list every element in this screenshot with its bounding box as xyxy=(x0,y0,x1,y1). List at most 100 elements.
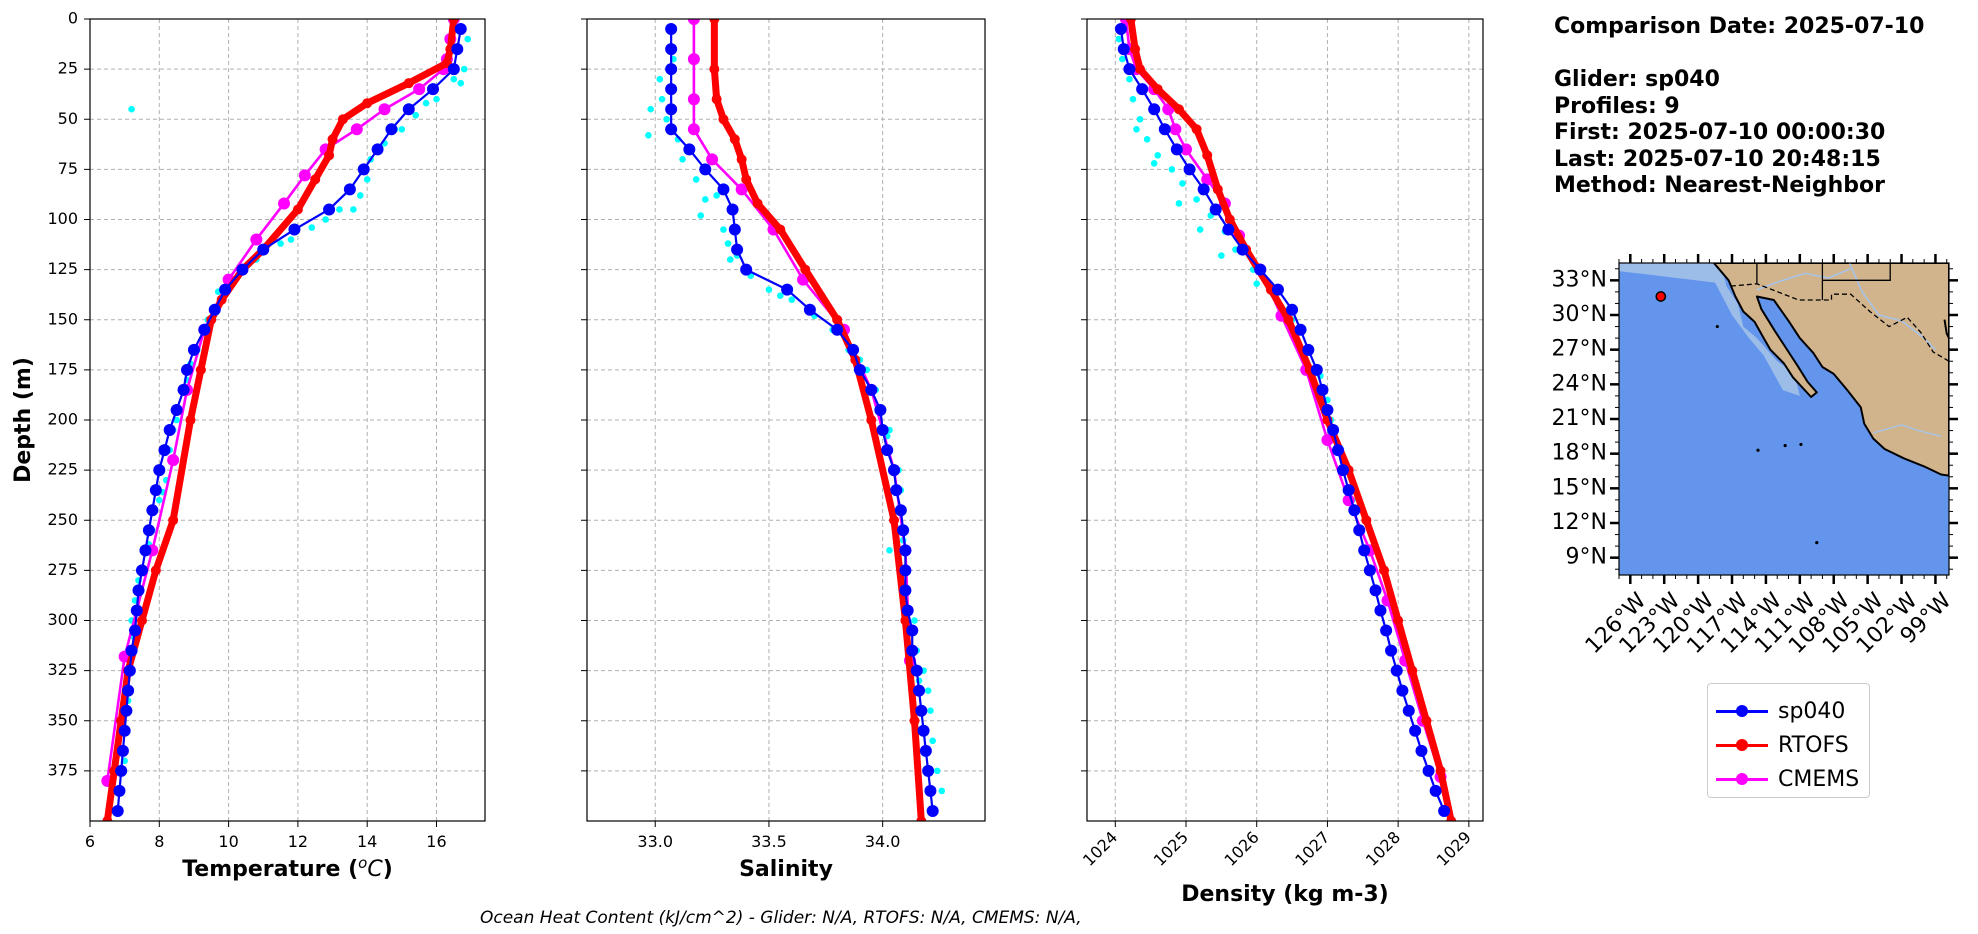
data-point-sp040 xyxy=(1422,764,1435,777)
x-axis-label: Density (kg m-3) xyxy=(1181,882,1389,907)
data-point-rtofs xyxy=(195,364,206,375)
data-point-rtofs xyxy=(889,515,900,526)
raw-data-point xyxy=(1133,125,1140,133)
last-time: Last: 2025-07-10 20:48:15 xyxy=(1554,146,1881,172)
data-point-rtofs xyxy=(362,98,373,109)
raw-data-point xyxy=(336,206,343,213)
data-point-sp040 xyxy=(1310,363,1323,376)
state-border xyxy=(1822,263,1891,281)
data-point-rtofs xyxy=(718,114,729,125)
data-point-sp040 xyxy=(906,624,919,637)
map-lat-label: 12°N xyxy=(1552,510,1607,535)
data-point-sp040 xyxy=(123,664,136,677)
y-tick-label: 0 xyxy=(68,9,78,28)
data-point-sp040 xyxy=(874,403,887,416)
island xyxy=(1815,541,1819,545)
data-point-sp040 xyxy=(1358,544,1371,557)
data-point-sp040 xyxy=(111,804,124,817)
plot-area xyxy=(645,19,946,821)
raw-data-point xyxy=(663,115,670,123)
data-point-sp040 xyxy=(1286,303,1299,316)
data-point-sp040 xyxy=(122,684,135,697)
data-point-sp040 xyxy=(1236,243,1249,256)
data-point-sp040 xyxy=(177,383,190,396)
data-point-rtofs xyxy=(1446,816,1457,821)
data-point-rtofs xyxy=(150,565,161,576)
data-point-sp040 xyxy=(1136,83,1149,96)
raw-data-point xyxy=(720,226,727,233)
data-point-cmems xyxy=(1169,123,1182,136)
data-point-sp040 xyxy=(357,163,370,176)
data-point-sp040 xyxy=(1209,203,1222,216)
river xyxy=(1756,268,1852,291)
data-point-rtofs xyxy=(116,715,127,726)
raw-data-point xyxy=(777,292,784,299)
data-point-rtofs xyxy=(292,204,303,215)
raw-data-point xyxy=(692,176,700,183)
data-point-rtofs xyxy=(1152,84,1163,95)
raw-data-point xyxy=(938,787,946,795)
series-line-rtofs xyxy=(1127,19,1455,821)
x-tick-label: 1024 xyxy=(1079,828,1121,870)
raw-data-point xyxy=(1218,252,1225,259)
raw-data-point xyxy=(322,216,329,223)
raw-data-point xyxy=(697,212,705,219)
data-point-sp040 xyxy=(130,604,143,617)
data-point-sp040 xyxy=(1402,704,1415,717)
data-point-sp040 xyxy=(865,383,878,396)
data-point-sp040 xyxy=(288,223,301,236)
axes-frame xyxy=(1086,18,1484,822)
data-point-rtofs xyxy=(1361,515,1372,526)
data-point-sp040 xyxy=(1353,524,1366,537)
data-point-rtofs xyxy=(1224,214,1235,225)
raw-data-point xyxy=(765,286,773,293)
data-point-sp040 xyxy=(129,624,142,637)
y-tick-label: 150 xyxy=(47,309,78,328)
raw-data-point xyxy=(173,416,180,424)
series-line-sp040 xyxy=(116,28,462,812)
raw-data-point xyxy=(679,156,686,163)
first-time: First: 2025-07-10 00:00:30 xyxy=(1554,120,1886,145)
data-point-sp040 xyxy=(454,23,467,36)
data-point-sp040 xyxy=(187,343,200,356)
data-point-rtofs xyxy=(310,174,321,185)
y-tick-label: 325 xyxy=(47,660,78,679)
data-point-sp040 xyxy=(1123,63,1136,76)
data-point-cmems xyxy=(687,93,700,106)
island xyxy=(1783,443,1787,448)
data-point-rtofs xyxy=(736,154,747,165)
raw-data-point xyxy=(308,224,316,231)
data-point-rtofs xyxy=(1393,615,1404,626)
axes-frame xyxy=(89,18,486,822)
data-point-sp040 xyxy=(1271,283,1284,296)
data-point-sp040 xyxy=(1170,143,1183,156)
y-tick-label: 200 xyxy=(47,410,78,429)
data-point-rtofs xyxy=(1379,565,1389,576)
data-point-sp040 xyxy=(115,764,128,777)
data-point-sp040 xyxy=(371,143,384,156)
data-point-sp040 xyxy=(1222,223,1235,236)
y-tick-label: 250 xyxy=(47,510,78,529)
x-tick-label: 33.0 xyxy=(637,832,673,851)
raw-data-point xyxy=(457,79,465,87)
data-point-rtofs xyxy=(752,198,763,209)
data-point-sp040 xyxy=(906,644,919,657)
raw-data-point xyxy=(1196,226,1204,233)
data-point-sp040 xyxy=(1117,43,1130,56)
y-tick-label: 350 xyxy=(47,710,78,729)
gulf-coast xyxy=(1943,319,1949,364)
map-lat-label: 24°N xyxy=(1552,371,1607,396)
data-point-sp040 xyxy=(665,43,678,56)
raw-data-point xyxy=(924,687,932,694)
data-point-sp040 xyxy=(894,504,907,517)
legend: sp040 RTOFS CMEMS xyxy=(1707,683,1870,798)
data-point-rtofs xyxy=(729,134,740,145)
data-point-rtofs xyxy=(711,94,722,105)
raw-data-point xyxy=(1179,180,1186,187)
data-point-sp040 xyxy=(125,644,138,657)
river xyxy=(1873,424,1942,437)
data-point-cmems xyxy=(687,123,700,136)
data-point-rtofs xyxy=(866,415,877,425)
data-point-rtofs xyxy=(324,150,335,161)
data-point-rtofs xyxy=(709,64,720,75)
